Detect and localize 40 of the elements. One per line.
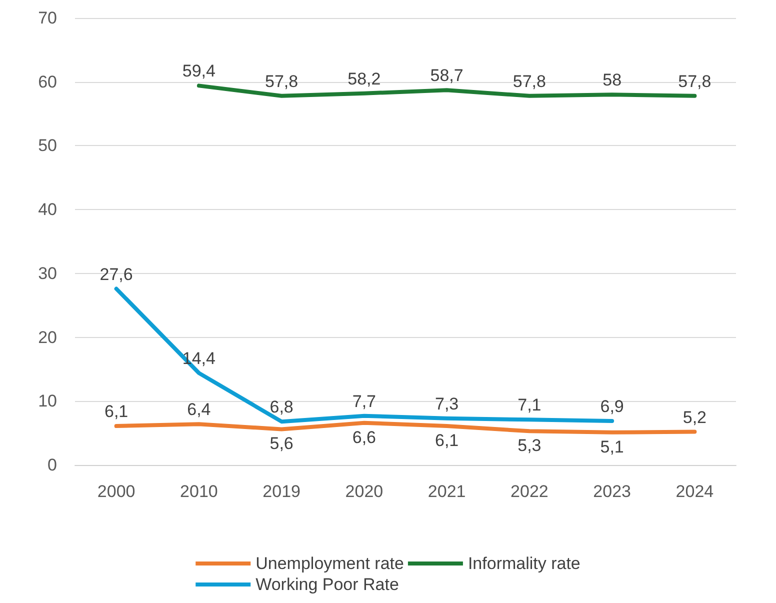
legend-label: Unemployment rate — [256, 554, 404, 573]
data-label: 6,8 — [270, 398, 294, 417]
data-label: 27,6 — [100, 264, 133, 284]
x-tick-label: 2022 — [510, 482, 548, 501]
data-label: 5,1 — [600, 437, 624, 456]
data-label: 6,6 — [352, 428, 376, 447]
y-tick-label: 70 — [38, 8, 57, 28]
data-label: 57,8 — [678, 72, 712, 91]
data-label: 5,2 — [682, 408, 707, 427]
data-label: 5,3 — [518, 436, 542, 456]
y-tick-label: 20 — [38, 328, 57, 347]
y-tick-label: 30 — [38, 264, 57, 283]
y-tick-label: 40 — [38, 200, 57, 220]
data-label: 58,2 — [348, 69, 381, 88]
y-tick-label: 60 — [38, 72, 57, 92]
data-label: 7,3 — [434, 394, 459, 414]
y-tick-label: 0 — [48, 456, 57, 474]
x-tick-label: 2020 — [345, 482, 384, 501]
legend-label: Working Poor Rate — [256, 575, 399, 594]
data-label: 5,6 — [270, 434, 294, 454]
data-label: 58,7 — [430, 66, 464, 86]
data-label: 6,1 — [434, 431, 459, 450]
x-tick-label: 2023 — [593, 482, 631, 501]
data-label: 58 — [602, 70, 622, 90]
data-label: 6,1 — [104, 402, 128, 422]
data-label: 57,8 — [512, 72, 546, 91]
data-label: 7,7 — [352, 392, 376, 411]
y-tick-label: 50 — [38, 136, 57, 156]
x-tick-label: 2019 — [262, 482, 300, 501]
y-tick-label: 10 — [38, 392, 57, 411]
data-label: 6,4 — [187, 400, 211, 420]
data-label: 57,8 — [265, 72, 298, 91]
x-tick-label: 2021 — [428, 482, 466, 501]
x-tick-label: 2000 — [97, 482, 136, 501]
x-tick-label: 2024 — [676, 482, 714, 501]
legend-label: Informality rate — [468, 554, 580, 573]
x-tick-label: 2010 — [180, 482, 218, 501]
data-label: 7,1 — [518, 396, 542, 415]
data-label: 6,9 — [600, 396, 624, 416]
data-label: 59,4 — [182, 62, 216, 81]
